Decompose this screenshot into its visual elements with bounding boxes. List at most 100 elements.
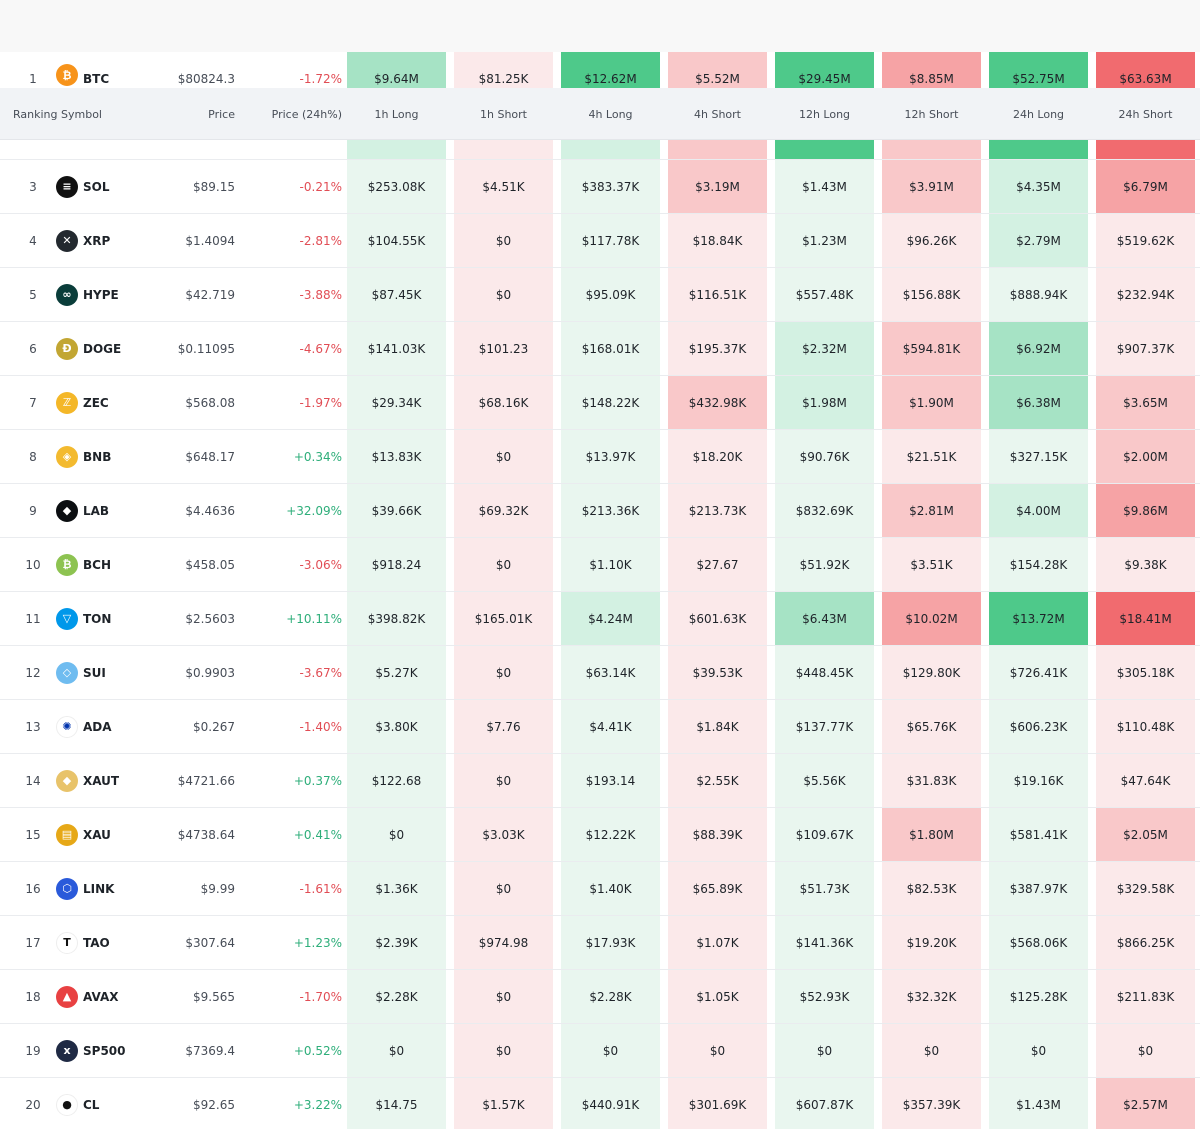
heatmap-cell-24h-long[interactable]: $6.38M bbox=[989, 376, 1088, 429]
heatmap-cell-24h-short[interactable]: $305.18K bbox=[1096, 646, 1195, 699]
heatmap-cell-24h-long[interactable]: $6.92M bbox=[989, 322, 1088, 375]
heatmap-cell-12h-long[interactable]: $52.93K bbox=[775, 970, 874, 1023]
table-row[interactable]: 20 ● CL $92.65 +3.22% $14.75 $1.57K $440.91K $30… bbox=[0, 1078, 1200, 1129]
heatmap-cell-4h-short[interactable]: $116.51K bbox=[668, 268, 767, 321]
heatmap-cell-12h-long[interactable]: $1.23M bbox=[775, 214, 874, 267]
heatmap-cell-24h-short[interactable]: $866.25K bbox=[1096, 916, 1195, 969]
heatmap-cell-4h-short[interactable]: $1.84K bbox=[668, 700, 767, 753]
table-row[interactable]: 14 ◆ XAUT $4721.66 +0.37% $122.68 $0 $193.14 $2.… bbox=[0, 754, 1200, 808]
heatmap-cell-12h-short[interactable]: $8.85M bbox=[882, 52, 981, 88]
heatmap-cell-4h-short[interactable]: $213.73K bbox=[668, 484, 767, 537]
heatmap-cell-1h-short[interactable]: $0 bbox=[454, 538, 553, 591]
heatmap-cell-24h-long[interactable]: $726.41K bbox=[989, 646, 1088, 699]
heatmap-cell-12h-long[interactable]: $832.69K bbox=[775, 484, 874, 537]
heatmap-cell-24h-short[interactable]: $232.94K bbox=[1096, 268, 1195, 321]
heatmap-cell-1h-short[interactable]: $0 bbox=[454, 214, 553, 267]
table-row[interactable]: 19 x SP500 $7369.4 +0.52% $0 $0 $0 $0 $0 $0 $0 $0 bbox=[0, 1024, 1200, 1078]
heatmap-cell-4h-long[interactable]: $95.09K bbox=[561, 268, 660, 321]
heatmap-cell-1h-long[interactable]: $122.68 bbox=[347, 754, 446, 807]
symbol-cell[interactable]: ● CL bbox=[56, 1078, 166, 1129]
symbol-cell[interactable]: x SP500 bbox=[56, 1024, 166, 1077]
heatmap-cell-24h-short[interactable]: $907.37K bbox=[1096, 322, 1195, 375]
header-12h-long[interactable]: 12h Long bbox=[798, 107, 851, 121]
heatmap-cell-4h-short[interactable] bbox=[668, 140, 767, 159]
heatmap-cell-12h-short[interactable]: $129.80K bbox=[882, 646, 981, 699]
heatmap-cell-12h-short[interactable]: $3.91M bbox=[882, 160, 981, 213]
heatmap-cell-1h-short[interactable]: $3.03K bbox=[454, 808, 553, 861]
heatmap-cell-24h-long[interactable]: $0 bbox=[989, 1024, 1088, 1077]
heatmap-cell-1h-long[interactable]: $5.27K bbox=[347, 646, 446, 699]
table-row[interactable]: 1 ₿ BTC $80824.3 -1.72% $9.64M $81.25K $12.62M $… bbox=[0, 52, 1200, 88]
heatmap-cell-4h-long[interactable]: $1.10K bbox=[561, 538, 660, 591]
heatmap-cell-4h-long[interactable]: $148.22K bbox=[561, 376, 660, 429]
heatmap-cell-4h-long[interactable]: $193.14 bbox=[561, 754, 660, 807]
heatmap-cell-4h-long[interactable]: $1.40K bbox=[561, 862, 660, 915]
heatmap-cell-4h-short[interactable]: $3.19M bbox=[668, 160, 767, 213]
heatmap-cell-4h-short[interactable]: $18.84K bbox=[668, 214, 767, 267]
heatmap-cell-1h-long[interactable]: $2.39K bbox=[347, 916, 446, 969]
heatmap-cell-1h-long[interactable]: $141.03K bbox=[347, 322, 446, 375]
symbol-cell[interactable]: ∞ HYPE bbox=[56, 268, 166, 321]
header-24h-short[interactable]: 24h Short bbox=[1118, 107, 1173, 121]
heatmap-cell-12h-short[interactable]: $96.26K bbox=[882, 214, 981, 267]
heatmap-cell-24h-long[interactable]: $327.15K bbox=[989, 430, 1088, 483]
heatmap-cell-12h-short[interactable]: $19.20K bbox=[882, 916, 981, 969]
symbol-cell[interactable]: ⬡ LINK bbox=[56, 862, 166, 915]
heatmap-cell-24h-long[interactable]: $154.28K bbox=[989, 538, 1088, 591]
heatmap-cell-1h-long[interactable]: $13.83K bbox=[347, 430, 446, 483]
heatmap-cell-12h-long[interactable]: $1.43M bbox=[775, 160, 874, 213]
symbol-cell[interactable]: ◆ XAUT bbox=[56, 754, 166, 807]
heatmap-cell-1h-short[interactable]: $0 bbox=[454, 430, 553, 483]
heatmap-cell-12h-short[interactable]: $21.51K bbox=[882, 430, 981, 483]
heatmap-cell-1h-long[interactable]: $0 bbox=[347, 808, 446, 861]
heatmap-cell-1h-long[interactable]: $918.24 bbox=[347, 538, 446, 591]
heatmap-cell-4h-short[interactable]: $1.07K bbox=[668, 916, 767, 969]
heatmap-cell-12h-short[interactable]: $156.88K bbox=[882, 268, 981, 321]
table-row[interactable]: 16 ⬡ LINK $9.99 -1.61% $1.36K $0 $1.40K $65.89K $… bbox=[0, 862, 1200, 916]
heatmap-cell-24h-long[interactable]: $125.28K bbox=[989, 970, 1088, 1023]
heatmap-cell-1h-short[interactable]: $81.25K bbox=[454, 52, 553, 88]
heatmap-cell-1h-long[interactable]: $9.64M bbox=[347, 52, 446, 88]
header-price-change[interactable]: Price (24h%) bbox=[271, 107, 342, 121]
heatmap-cell-4h-long[interactable] bbox=[561, 140, 660, 159]
heatmap-cell-4h-short[interactable]: $2.55K bbox=[668, 754, 767, 807]
heatmap-cell-1h-short[interactable]: $974.98 bbox=[454, 916, 553, 969]
heatmap-cell-24h-long[interactable]: $568.06K bbox=[989, 916, 1088, 969]
heatmap-cell-1h-long[interactable]: $0 bbox=[347, 1024, 446, 1077]
heatmap-cell-12h-long[interactable]: $0 bbox=[775, 1024, 874, 1077]
symbol-cell[interactable]: ✕ XRP bbox=[56, 214, 166, 267]
heatmap-cell-24h-short[interactable] bbox=[1096, 140, 1195, 159]
heatmap-cell-24h-short[interactable]: $519.62K bbox=[1096, 214, 1195, 267]
heatmap-cell-1h-long[interactable]: $39.66K bbox=[347, 484, 446, 537]
symbol-cell[interactable]: T TAO bbox=[56, 916, 166, 969]
heatmap-cell-1h-short[interactable]: $101.23 bbox=[454, 322, 553, 375]
heatmap-cell-12h-short[interactable]: $10.02M bbox=[882, 592, 981, 645]
table-row[interactable]: 7 ℤ ZEC $568.08 -1.97% $29.34K $68.16K $148.22K… bbox=[0, 376, 1200, 430]
heatmap-cell-12h-short[interactable]: $594.81K bbox=[882, 322, 981, 375]
heatmap-cell-24h-short[interactable]: $2.57M bbox=[1096, 1078, 1195, 1129]
heatmap-cell-24h-short[interactable]: $18.41M bbox=[1096, 592, 1195, 645]
table-row[interactable]: 9 ◆ LAB $4.4636 +32.09% $39.66K $69.32K $213.36… bbox=[0, 484, 1200, 538]
heatmap-cell-4h-long[interactable]: $63.14K bbox=[561, 646, 660, 699]
heatmap-cell-12h-short[interactable]: $65.76K bbox=[882, 700, 981, 753]
heatmap-cell-12h-long[interactable]: $51.73K bbox=[775, 862, 874, 915]
heatmap-cell-4h-short[interactable]: $1.05K bbox=[668, 970, 767, 1023]
table-row[interactable]: 13 ✺ ADA $0.267 -1.40% $3.80K $7.76 $4.41K $1.84… bbox=[0, 700, 1200, 754]
heatmap-cell-12h-short[interactable]: $3.51K bbox=[882, 538, 981, 591]
heatmap-cell-24h-short[interactable]: $2.00M bbox=[1096, 430, 1195, 483]
heatmap-cell-12h-long[interactable]: $109.67K bbox=[775, 808, 874, 861]
heatmap-cell-24h-short[interactable]: $0 bbox=[1096, 1024, 1195, 1077]
heatmap-cell-1h-long[interactable]: $3.80K bbox=[347, 700, 446, 753]
heatmap-cell-4h-short[interactable]: $601.63K bbox=[668, 592, 767, 645]
header-price[interactable]: Price bbox=[208, 107, 235, 121]
heatmap-cell-1h-short[interactable]: $0 bbox=[454, 754, 553, 807]
heatmap-cell-1h-long[interactable]: $29.34K bbox=[347, 376, 446, 429]
heatmap-cell-12h-long[interactable]: $557.48K bbox=[775, 268, 874, 321]
heatmap-cell-12h-long[interactable]: $90.76K bbox=[775, 430, 874, 483]
heatmap-cell-1h-short[interactable]: $7.76 bbox=[454, 700, 553, 753]
symbol-cell[interactable]: ◆ LAB bbox=[56, 484, 166, 537]
heatmap-cell-24h-long[interactable]: $606.23K bbox=[989, 700, 1088, 753]
heatmap-cell-4h-long[interactable]: $4.24M bbox=[561, 592, 660, 645]
heatmap-cell-4h-short[interactable]: $39.53K bbox=[668, 646, 767, 699]
heatmap-cell-4h-long[interactable]: $12.22K bbox=[561, 808, 660, 861]
